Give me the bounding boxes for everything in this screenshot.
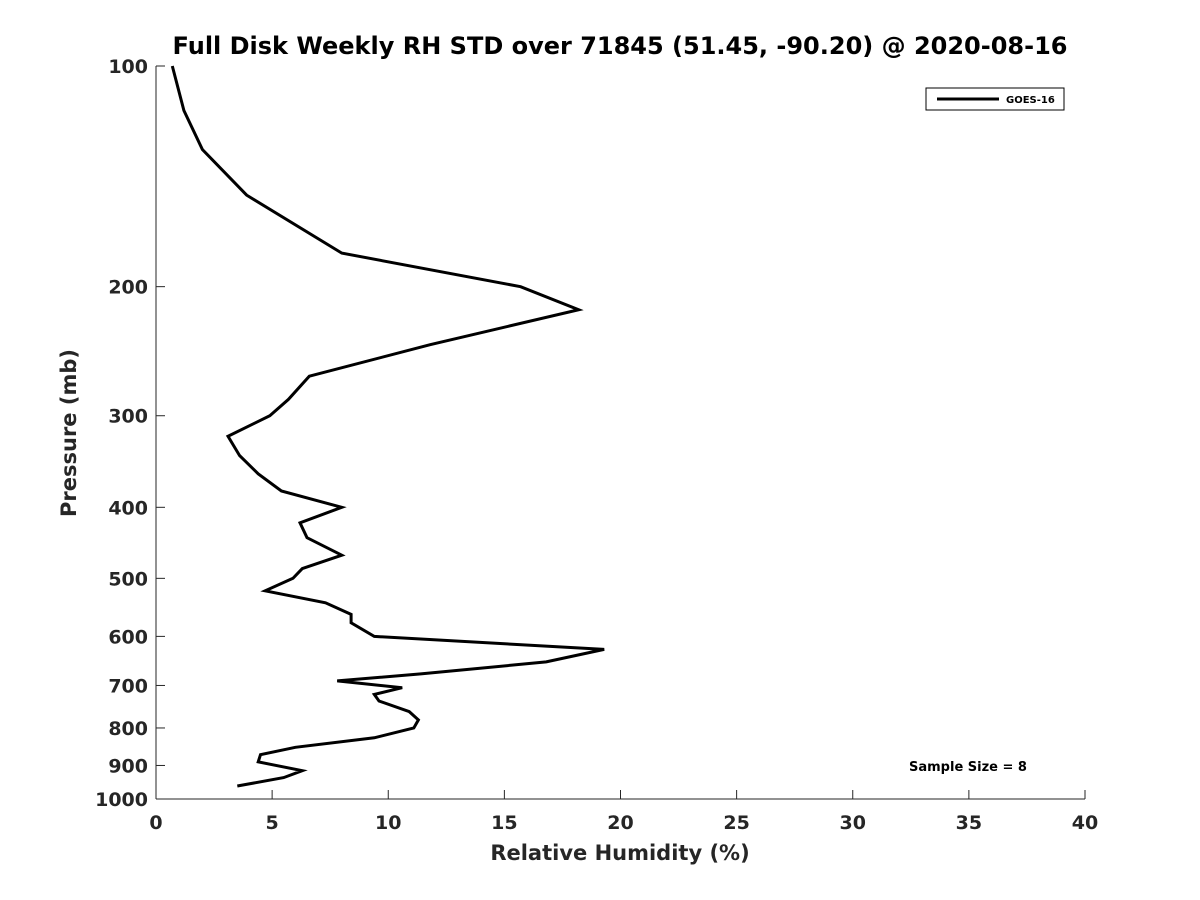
- x-tick-label: 10: [375, 812, 401, 834]
- x-ticks: 0 5 10 15 20 25 30 35 40: [149, 790, 1098, 834]
- x-axis-label: Relative Humidity (%): [490, 841, 749, 865]
- x-tick-label: 0: [149, 812, 162, 834]
- y-axis-label: Pressure (mb): [57, 349, 81, 517]
- x-tick-label: 15: [491, 812, 517, 834]
- y-tick-label: 100: [108, 56, 148, 78]
- x-tick-label: 20: [607, 812, 633, 834]
- legend-label-goes-16: GOES-16: [1006, 95, 1055, 106]
- series-layer: [170, 65, 605, 788]
- legend: GOES-16: [925, 87, 1065, 111]
- x-tick-label: 25: [723, 812, 749, 834]
- y-tick-label: 800: [108, 718, 148, 740]
- y-tick-label: 400: [108, 497, 148, 519]
- y-tick-label: 600: [108, 626, 148, 648]
- x-tick-label: 35: [956, 812, 982, 834]
- y-tick-label: 300: [108, 406, 148, 428]
- x-tick-label: 30: [840, 812, 866, 834]
- y-tick-label: 500: [108, 568, 148, 590]
- x-tick-label: 40: [1072, 812, 1098, 834]
- y-tick-label: 900: [108, 755, 148, 777]
- y-tick-label: 1000: [95, 789, 148, 811]
- y-tick-label: 200: [108, 277, 148, 299]
- y-ticks: 100 200 300 400 500 600 700 800 900 1000: [95, 56, 165, 811]
- axes: [155, 66, 1085, 800]
- y-tick-label: 700: [108, 675, 148, 697]
- x-tick-label: 5: [266, 812, 279, 834]
- sample-size-annotation: Sample Size = 8: [909, 760, 1027, 775]
- series-line-goes-16: [170, 65, 605, 788]
- chart-title: Full Disk Weekly RH STD over 71845 (51.4…: [173, 32, 1068, 60]
